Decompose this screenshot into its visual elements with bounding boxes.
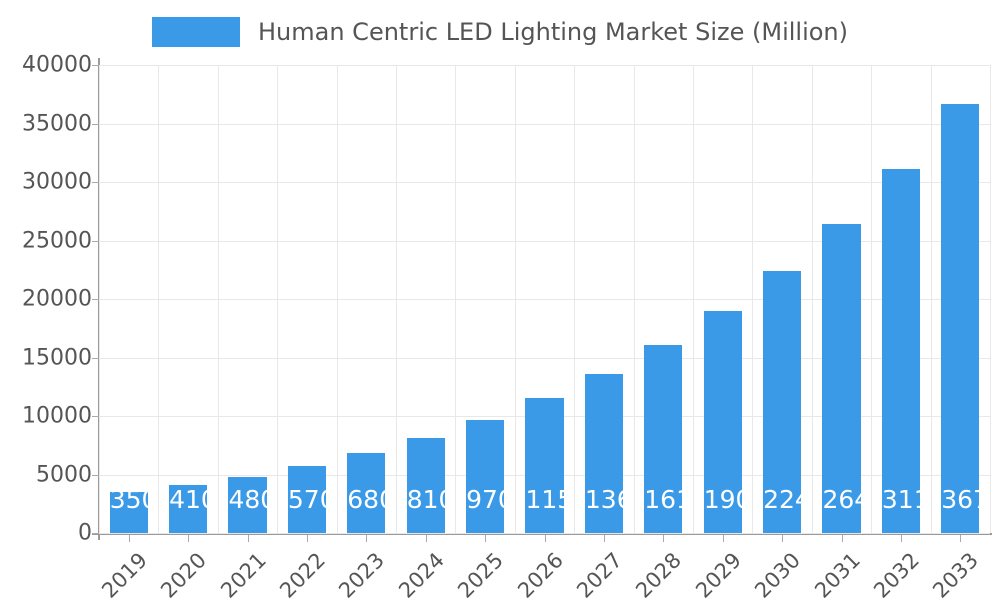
x-axis-tick-mark [544, 535, 546, 542]
bar[interactable] [169, 485, 208, 533]
x-axis-line [92, 533, 992, 535]
y-axis-tick-label: 25000 [22, 228, 92, 253]
x-axis-tick-mark [782, 535, 784, 542]
gridline-vertical [455, 65, 456, 533]
bar[interactable] [703, 310, 742, 533]
x-axis-tick-label: 2025 [453, 548, 509, 603]
x-axis-tick-label: 2033 [928, 548, 984, 603]
gridline-vertical [574, 65, 575, 533]
gridline-horizontal [99, 533, 990, 534]
plot-area: 3500410048005700680081009700115001360016… [99, 65, 991, 534]
gridline-vertical [931, 65, 932, 533]
y-axis-tick-label: 35000 [22, 111, 92, 136]
x-axis-tick-mark [306, 535, 308, 542]
y-axis-tick-label: 30000 [22, 169, 92, 195]
gridline-vertical [277, 65, 278, 533]
y-axis-tick-mark [92, 357, 99, 359]
gridline-vertical [396, 65, 397, 533]
gridline-horizontal [99, 240, 990, 242]
gridline-vertical [158, 65, 159, 533]
gridline-horizontal [99, 357, 990, 359]
y-axis-tick-label: 10000 [22, 403, 92, 429]
x-axis-tick-mark [188, 535, 190, 542]
x-axis-tick-label: 2030 [750, 548, 806, 603]
x-axis-tick-label: 2029 [690, 548, 746, 603]
x-axis-tick-label: 2026 [512, 548, 568, 603]
bar[interactable] [466, 419, 505, 533]
bar[interactable] [763, 270, 802, 533]
bar[interactable] [584, 373, 623, 533]
y-axis-tick-mark [92, 182, 99, 183]
bar[interactable] [525, 398, 564, 533]
gridline-vertical [990, 65, 991, 533]
x-axis-tick-mark [900, 535, 902, 542]
gridline-vertical [693, 65, 694, 533]
gridline-horizontal [99, 182, 990, 183]
y-axis-tick-labels: 0 5000 10000 15000 20000 25000 30000 35000 40000 [0, 0, 99, 600]
x-axis-tick-mark [603, 535, 605, 542]
x-axis-tick-label: 2022 [275, 548, 330, 603]
x-axis-tick-label: 2023 [334, 548, 390, 603]
y-axis-tick-label: 0 [78, 520, 92, 546]
x-axis-tick-label: 2028 [631, 548, 687, 603]
bar[interactable] [109, 492, 148, 533]
bar[interactable] [228, 476, 267, 533]
legend-series-label: Human Centric LED Lighting Market Size (… [258, 18, 848, 46]
gridline-vertical [812, 65, 813, 533]
y-axis-tick-mark [92, 65, 99, 66]
gridline-vertical [634, 65, 635, 533]
bar[interactable] [822, 224, 861, 533]
bar[interactable] [941, 103, 980, 533]
y-axis-tick-label: 20000 [22, 286, 92, 312]
x-axis-tick-label: 2019 [96, 548, 152, 603]
gridline-vertical [99, 65, 100, 533]
bar[interactable] [881, 169, 920, 533]
gridline-vertical [871, 65, 872, 533]
x-axis-tick-label: 2032 [869, 548, 924, 603]
y-axis-tick-label: 40000 [22, 52, 92, 78]
y-axis-tick-mark [92, 416, 99, 417]
x-axis-tick-mark [247, 535, 249, 542]
chart-legend: Human Centric LED Lighting Market Size (… [0, 14, 1000, 50]
y-axis-tick-label: 5000 [36, 462, 92, 487]
gridline-vertical [515, 65, 516, 533]
x-axis-tick-mark [960, 535, 962, 542]
gridline-horizontal [99, 123, 990, 125]
bar[interactable] [644, 344, 683, 533]
y-axis-tick-label: 15000 [22, 345, 92, 370]
x-axis-tick-mark [128, 535, 130, 542]
x-axis-tick-mark [366, 535, 368, 542]
y-axis-tick-mark [92, 533, 99, 534]
y-axis-tick-mark [92, 474, 99, 476]
x-axis-tick-mark [485, 535, 487, 542]
y-axis-tick-mark [92, 123, 99, 125]
y-axis-tick-mark [92, 299, 99, 300]
gridline-vertical [218, 65, 219, 533]
x-axis-tick-mark [722, 535, 724, 542]
x-axis-tick-mark [841, 535, 843, 542]
x-axis-tick-label: 2021 [215, 548, 271, 603]
x-axis-tick-label: 2024 [393, 548, 449, 603]
x-axis-tick-label: 2027 [572, 548, 627, 603]
x-axis-tick-mark [425, 535, 427, 542]
y-axis-tick-mark [92, 240, 99, 242]
legend-color-swatch [152, 17, 240, 47]
x-axis-tick-mark [663, 535, 665, 542]
bar[interactable] [347, 453, 386, 533]
bar[interactable] [406, 438, 445, 533]
gridline-horizontal [99, 299, 990, 300]
gridline-horizontal [99, 65, 990, 66]
gridline-vertical [337, 65, 338, 533]
x-axis-tick-label: 2031 [809, 548, 865, 603]
gridline-vertical [752, 65, 753, 533]
bar[interactable] [287, 466, 326, 533]
x-axis-tick-label: 2020 [156, 548, 212, 603]
